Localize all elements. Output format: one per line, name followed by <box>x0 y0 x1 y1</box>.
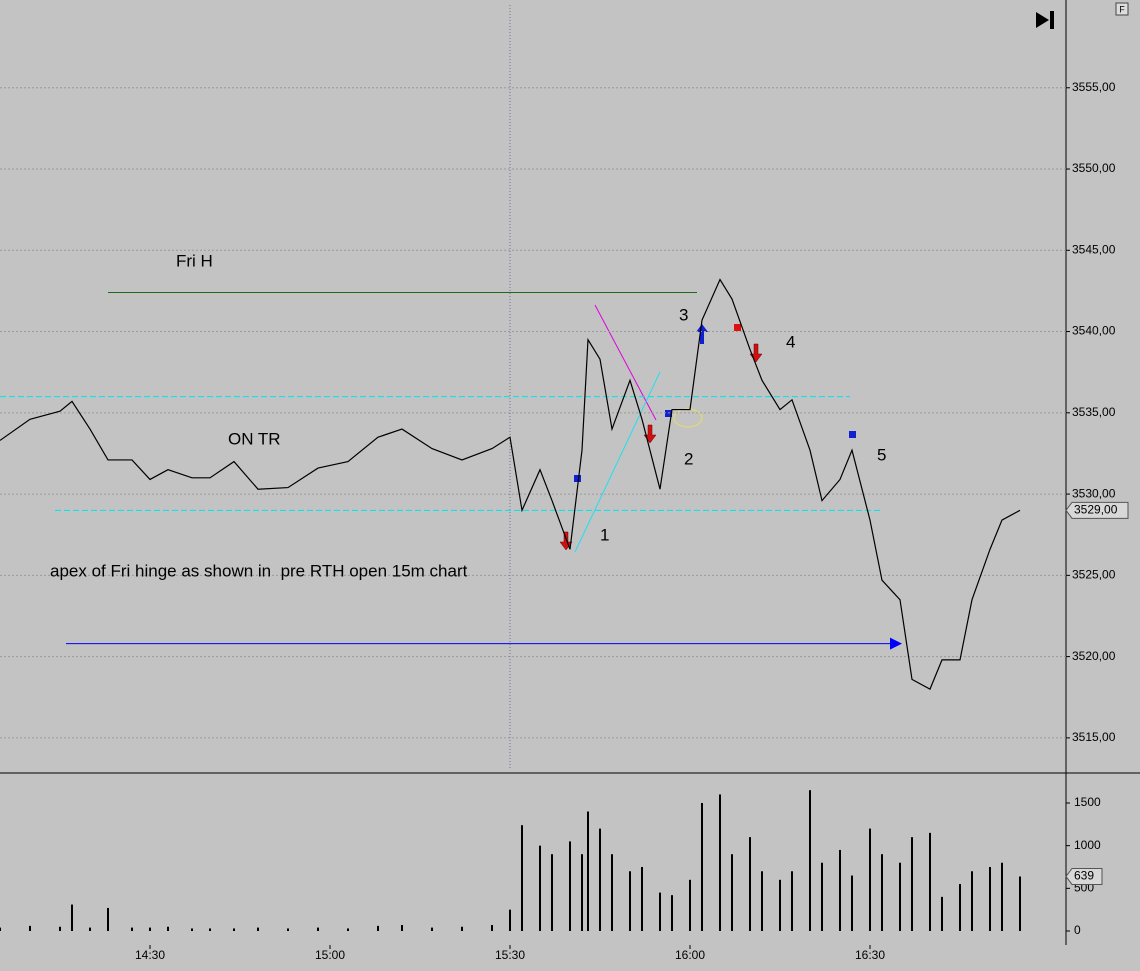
volume-bar <box>749 837 751 932</box>
volume-bar <box>377 925 379 932</box>
volume-bar <box>641 866 643 932</box>
volume-bar <box>971 871 973 932</box>
volume-bar <box>731 854 733 932</box>
volume-bar <box>1019 876 1021 932</box>
annotation: 5 <box>877 445 886 464</box>
volume-bar <box>701 802 703 932</box>
volume-bar <box>0 927 1 932</box>
price-line <box>0 278 1021 690</box>
y-tick-label: 3550,00 <box>1072 161 1116 175</box>
y-tick-label: 1500 <box>1074 795 1101 809</box>
volume-bar <box>881 854 883 932</box>
volume-bar <box>59 926 61 932</box>
x-tick-label: 14:30 <box>135 948 165 962</box>
annotation: 1 <box>600 525 609 544</box>
x-tick-label: 16:30 <box>855 948 885 962</box>
volume-bar <box>1001 862 1003 932</box>
volume-bar <box>809 790 811 932</box>
volume-bar <box>989 866 991 932</box>
volume-bar <box>431 927 433 932</box>
volume-bar <box>539 845 541 932</box>
volume-bar <box>581 854 583 932</box>
y-tick-label: 3530,00 <box>1072 486 1116 500</box>
volume-bar <box>209 928 211 932</box>
last-volume-box <box>1065 867 1103 885</box>
volume-bar <box>911 837 913 932</box>
volume-bar <box>869 828 871 932</box>
arrow-head <box>890 637 902 650</box>
y-tick-label: 0 <box>1074 923 1081 937</box>
volume-bar <box>167 926 169 932</box>
volume-bar <box>791 871 793 932</box>
volume-bar <box>521 825 523 932</box>
volume-bar <box>587 811 589 932</box>
volume-bar <box>779 879 781 932</box>
volume-bar <box>89 927 91 932</box>
volume-bar <box>551 854 553 932</box>
volume-bar <box>719 794 721 932</box>
volume-bar <box>659 892 661 932</box>
volume-bar <box>959 884 961 932</box>
volume-bar <box>929 832 931 932</box>
volume-bar <box>71 904 73 932</box>
annotation: 4 <box>786 332 795 351</box>
volume-bar <box>29 925 31 932</box>
volume-bar <box>629 871 631 932</box>
y-tick-label: 1000 <box>1074 838 1101 852</box>
volume-bar <box>491 925 493 932</box>
volume-bar <box>233 928 235 932</box>
y-tick-label: 3535,00 <box>1072 405 1116 419</box>
last-volume-label: 639 <box>1074 869 1094 883</box>
annotation: apex of Fri hinge as shown in pre RTH op… <box>50 561 468 580</box>
annotation: ON TR <box>228 429 281 448</box>
annotation: 2 <box>684 449 693 468</box>
volume-bar <box>149 927 151 932</box>
annotation: Fri H <box>176 251 213 270</box>
volume-bar <box>599 828 601 932</box>
y-tick-label: 3525,00 <box>1072 568 1116 582</box>
volume-bar <box>317 927 319 932</box>
volume-bar <box>257 927 259 932</box>
last-price-label: 3529,00 <box>1074 503 1118 517</box>
volume-bar <box>191 928 193 932</box>
y-tick-label: 3545,00 <box>1072 242 1116 256</box>
volume-bar <box>509 909 511 932</box>
corner-box <box>1115 2 1129 16</box>
y-tick-label: 3555,00 <box>1072 80 1116 94</box>
volume-bar <box>941 896 943 932</box>
volume-bar <box>671 895 673 932</box>
x-tick-label: 16:00 <box>675 948 705 962</box>
last-price-box <box>1065 501 1129 519</box>
volume-bar <box>839 849 841 932</box>
y-tick-label: 3540,00 <box>1072 324 1116 338</box>
scroll-end-icon <box>1036 11 1054 29</box>
annotation: 3 <box>679 305 688 324</box>
y-tick-label: 3515,00 <box>1072 730 1116 744</box>
volume-bar <box>131 927 133 932</box>
volume-bar <box>107 907 109 932</box>
volume-bar <box>821 862 823 932</box>
volume-bar <box>689 879 691 932</box>
y-tick-label: 3520,00 <box>1072 649 1116 663</box>
x-tick-label: 15:30 <box>495 948 525 962</box>
volume-bar <box>347 928 349 932</box>
volume-bar <box>569 841 571 932</box>
x-tick-label: 15:00 <box>315 948 345 962</box>
volume-bar <box>611 854 613 932</box>
volume-bar <box>761 871 763 932</box>
volume-bar <box>401 925 403 932</box>
corner-label: F <box>1119 4 1125 14</box>
volume-bar <box>461 926 463 932</box>
volume-bar <box>899 862 901 932</box>
volume-bar <box>287 928 289 932</box>
volume-bar <box>851 875 853 932</box>
